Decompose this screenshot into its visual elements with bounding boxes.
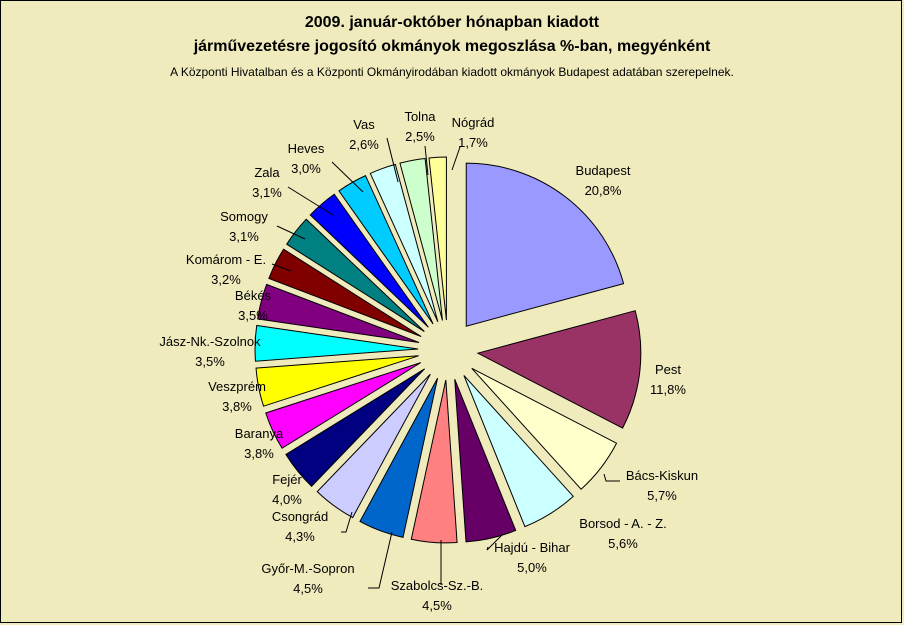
slice-value-label: 4,5% (293, 581, 323, 596)
slice-label: Jász-Nk.-Szolnok (159, 334, 261, 349)
slice-value-label: 3,1% (252, 185, 282, 200)
slice-label: Vas (353, 117, 375, 132)
leader-line (486, 534, 503, 551)
pie-slice-b-cs-kiskun (471, 367, 618, 490)
slice-label: Győr-M.-Sopron (261, 561, 354, 576)
slice-label: Fejér (272, 472, 302, 487)
leader-line (424, 145, 429, 176)
slice-label: Bács-Kiskun (626, 468, 698, 483)
slice-label: Békés (235, 288, 272, 303)
slice-value-label: 5,0% (517, 560, 547, 575)
slice-value-label: 4,5% (422, 598, 452, 613)
leader-line (603, 473, 620, 482)
slice-label: Veszprém (208, 379, 266, 394)
slice-label: Komárom - E. (186, 252, 266, 267)
pie-slice-szabolcs-sz-b (410, 379, 458, 544)
slice-label: Nógrád (452, 115, 495, 130)
slice-value-label: 3,2% (211, 272, 241, 287)
pie-slice-heves (338, 174, 434, 325)
slice-label: Budapest (576, 163, 631, 178)
slice-value-label: 20,8% (585, 183, 622, 198)
pie-slice-tolna (399, 157, 443, 321)
pie-slice-vas (369, 163, 439, 322)
leader-line (287, 186, 334, 216)
pie-slice-somogy (286, 218, 425, 332)
pie-slice-fej-r (285, 368, 426, 487)
slice-value-label: 3,5% (238, 308, 268, 323)
slice-value-label: 3,8% (222, 399, 252, 414)
slice-value-label: 3,1% (229, 229, 259, 244)
slice-label: Pest (655, 362, 681, 377)
pie-slice-pest (476, 310, 642, 429)
slice-label: Tolna (404, 109, 436, 124)
leader-line (271, 263, 292, 272)
pie-slice-kom-rom-e (268, 248, 422, 338)
pie-slice-csongr-d (316, 373, 431, 519)
slice-label: Baranya (235, 426, 284, 441)
chart-subtitle: A Központi Hivatalban és a Központi Okmá… (170, 65, 734, 79)
slice-value-label: 3,0% (291, 161, 321, 176)
slice-value-label: 5,6% (608, 536, 638, 551)
pie-slice-veszpr-m (255, 355, 419, 407)
slice-label: Zala (254, 165, 280, 180)
pie-slice-b-k-s (257, 283, 420, 343)
slice-value-label: 4,0% (272, 492, 302, 507)
leader-line (368, 531, 393, 589)
pie-slice-borsod-a-z (463, 375, 574, 528)
pie-slice-j-sz-nk-szolnok (254, 324, 419, 362)
pie-slice-baranya (265, 362, 422, 449)
slice-value-label: 2,6% (349, 137, 379, 152)
leader-line (386, 137, 399, 183)
slice-value-label: 4,3% (285, 529, 315, 544)
leader-line (276, 225, 306, 240)
slice-value-label: 2,5% (405, 129, 435, 144)
chart-title-line-1: 2009. január-október hónapban kiadott (304, 14, 600, 31)
slice-label: Hajdú - Bihar (494, 540, 571, 555)
leader-line (331, 161, 364, 193)
slice-value-label: 1,7% (458, 135, 488, 150)
slice-label: Csongrád (272, 509, 328, 524)
slice-value-label: 5,7% (647, 488, 677, 503)
pie-slice-hajd-bihar (454, 379, 517, 543)
pie-slice-zala (309, 193, 429, 328)
slice-value-label: 3,8% (244, 446, 274, 461)
leader-line (341, 511, 353, 533)
chart-title-line-2: járművezetésre jogosító okmányok megoszl… (193, 38, 711, 55)
slice-label: Szabolcs-Sz.-B. (391, 578, 483, 593)
slice-value-label: 3,5% (195, 354, 225, 369)
pie-slice-budapest (465, 162, 625, 327)
slice-label: Borsod - A. - Z. (579, 516, 666, 531)
pie-slice-n-gr-d (428, 156, 447, 321)
slice-label: Somogy (220, 209, 268, 224)
slice-value-label: 11,8% (650, 382, 686, 397)
leader-line (451, 146, 461, 171)
slice-label: Heves (288, 141, 325, 156)
pie-slice-gy-r-m-sopron (359, 377, 439, 539)
